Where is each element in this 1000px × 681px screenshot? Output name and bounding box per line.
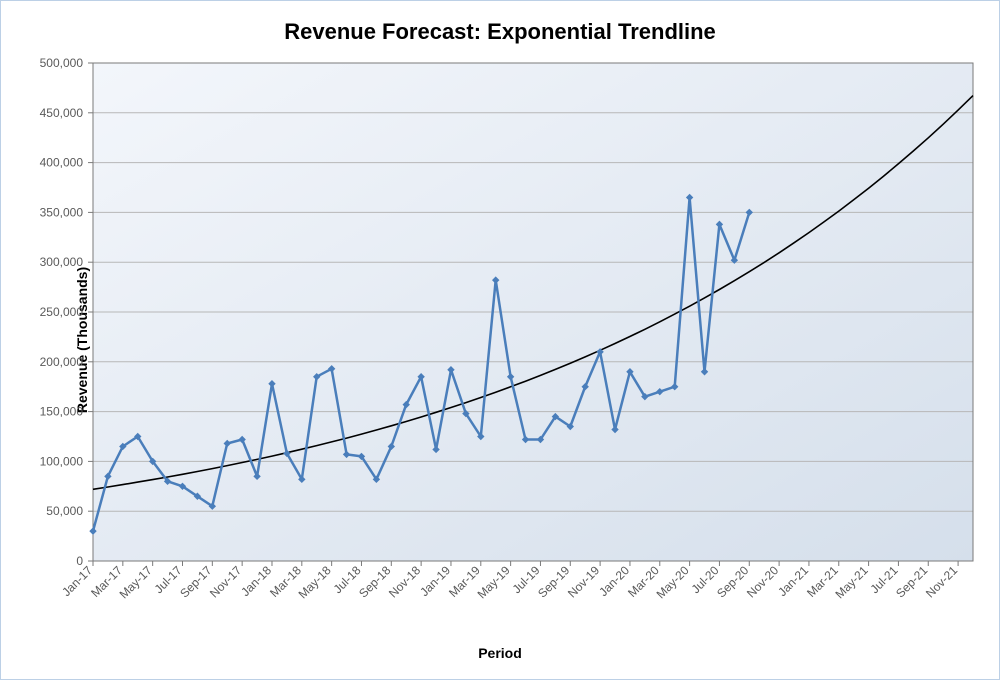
x-tick-label: Sep-17 — [177, 563, 214, 600]
chart-frame: Revenue Forecast: Exponential Trendline … — [0, 0, 1000, 680]
y-tick-label: 100,000 — [40, 454, 84, 468]
y-tick-label: 450,000 — [40, 106, 84, 120]
y-tick-label: 200,000 — [40, 355, 84, 369]
x-tick-label: May-18 — [296, 563, 334, 601]
y-tick-label: 500,000 — [40, 56, 84, 70]
x-tick-label: Sep-20 — [714, 563, 751, 600]
y-tick-label: 250,000 — [40, 305, 84, 319]
y-tick-label: 350,000 — [40, 205, 84, 219]
x-tick-label: Jan-19 — [417, 563, 453, 599]
x-tick-label: Jan-21 — [775, 563, 811, 599]
y-tick-label: 400,000 — [40, 156, 84, 170]
x-tick-label: Sep-19 — [535, 563, 572, 600]
x-tick-label: Sep-18 — [356, 563, 393, 600]
x-tick-label: Jan-18 — [238, 563, 274, 599]
x-tick-label: Nov-21 — [923, 563, 960, 600]
x-tick-label: Nov-20 — [744, 563, 781, 600]
x-tick-label: May-17 — [117, 563, 155, 601]
y-tick-label: 150,000 — [40, 405, 84, 419]
y-tick-label: 50,000 — [46, 504, 83, 518]
x-tick-label: May-19 — [475, 563, 513, 601]
x-tick-label: May-21 — [833, 563, 871, 601]
x-tick-label: Nov-18 — [386, 563, 423, 600]
x-tick-label: May-20 — [654, 563, 692, 601]
chart-plot: 050,000100,000150,000200,000250,000300,0… — [1, 1, 1000, 681]
x-tick-label: Jan-20 — [596, 563, 632, 599]
x-tick-label: Jan-17 — [59, 563, 95, 599]
x-tick-label: Nov-19 — [565, 563, 602, 600]
x-tick-label: Sep-21 — [893, 563, 930, 600]
y-tick-label: 300,000 — [40, 255, 84, 269]
x-tick-label: Nov-17 — [207, 563, 244, 600]
